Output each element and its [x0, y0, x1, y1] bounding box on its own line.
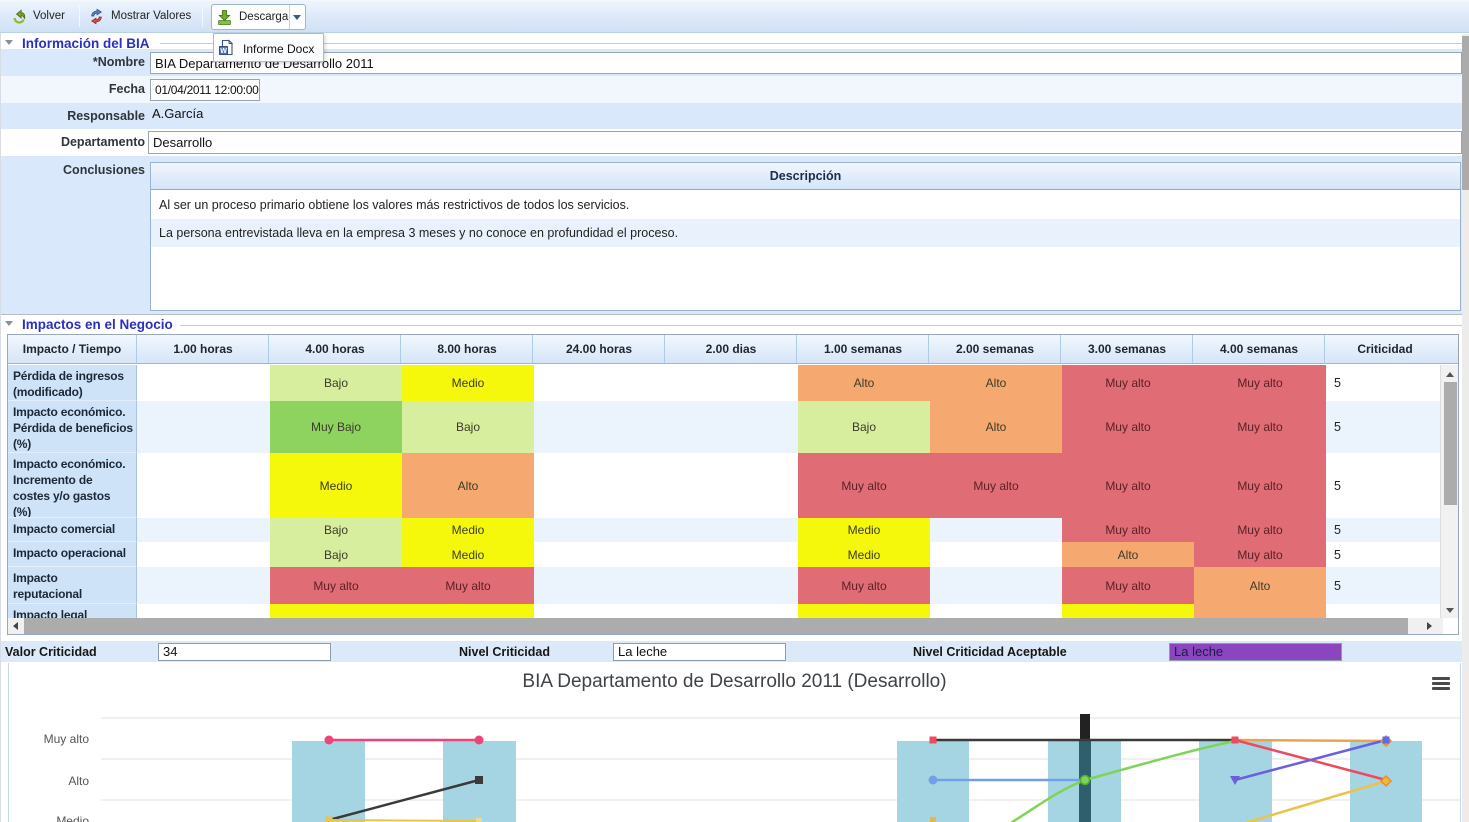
svg-text:W: W: [220, 48, 227, 55]
